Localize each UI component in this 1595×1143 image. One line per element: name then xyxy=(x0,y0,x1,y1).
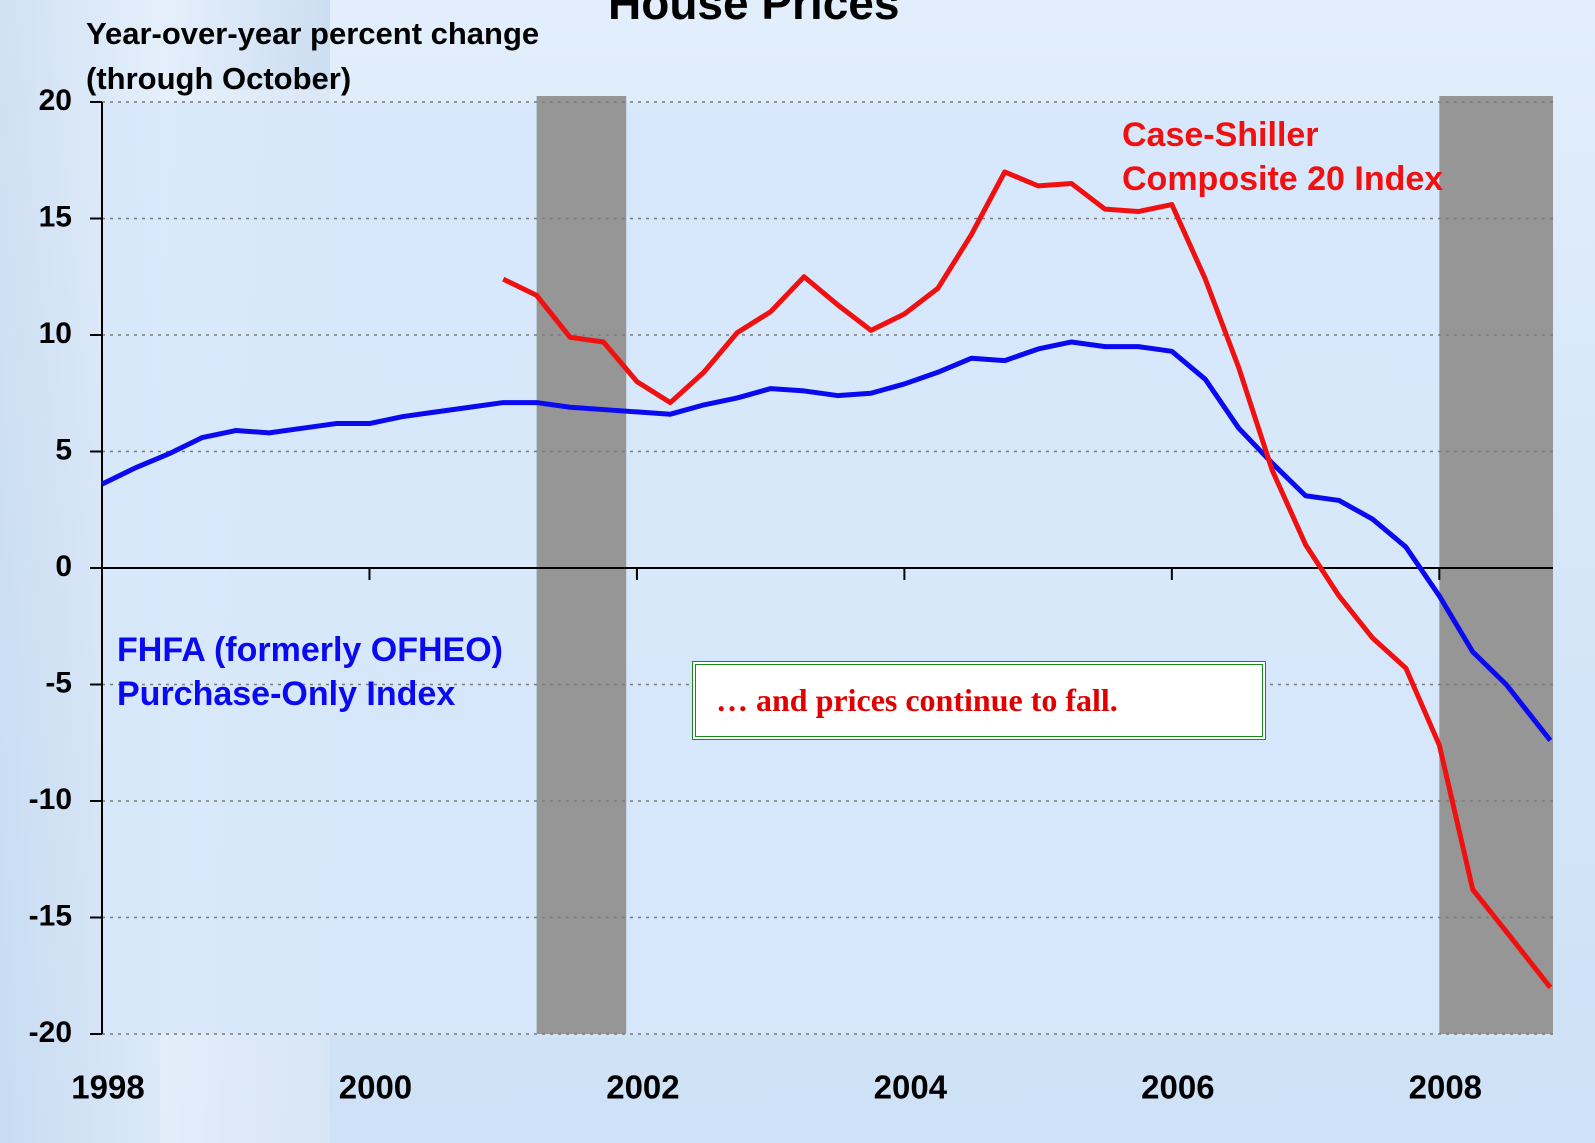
y-tick-label: 20 xyxy=(39,84,72,117)
x-tick-label: 2002 xyxy=(606,1069,679,1106)
x-tick-label: 2006 xyxy=(1141,1069,1214,1106)
recession-shade xyxy=(1439,96,1553,1034)
y-tick-label: -20 xyxy=(29,1016,72,1049)
annotation: … and prices continue to fall. xyxy=(716,682,1118,719)
x-tick-label: 2008 xyxy=(1409,1069,1482,1106)
x-tick-label: 2000 xyxy=(339,1069,412,1106)
chart-title: House Prices xyxy=(608,0,899,34)
y-tick-label: -10 xyxy=(29,783,72,816)
y-tick-label: 0 xyxy=(55,550,72,583)
recession-shade xyxy=(537,96,627,1034)
y-tick-label: 5 xyxy=(55,433,72,466)
y-tick-label: 15 xyxy=(39,200,72,233)
series-label: Case-Shiller Composite 20 Index xyxy=(1122,113,1482,201)
y-tick-label: 10 xyxy=(39,317,72,350)
series-label: FHFA (formerly OFHEO) Purchase-Only Inde… xyxy=(117,628,547,716)
x-tick-label: 1998 xyxy=(71,1069,144,1106)
x-tick-label: 2004 xyxy=(874,1069,948,1106)
y-tick-label: -5 xyxy=(45,666,72,699)
y-tick-label: -15 xyxy=(29,899,72,932)
slide: -20 -15 -10 -5 0 5 10 15 20 1998 2000 2002 2004 2006 2… xyxy=(0,0,1595,1143)
y-axis-label: Year-over-year percent change (through O… xyxy=(86,12,556,102)
annotation-box: … and prices continue to fall. xyxy=(692,661,1266,740)
